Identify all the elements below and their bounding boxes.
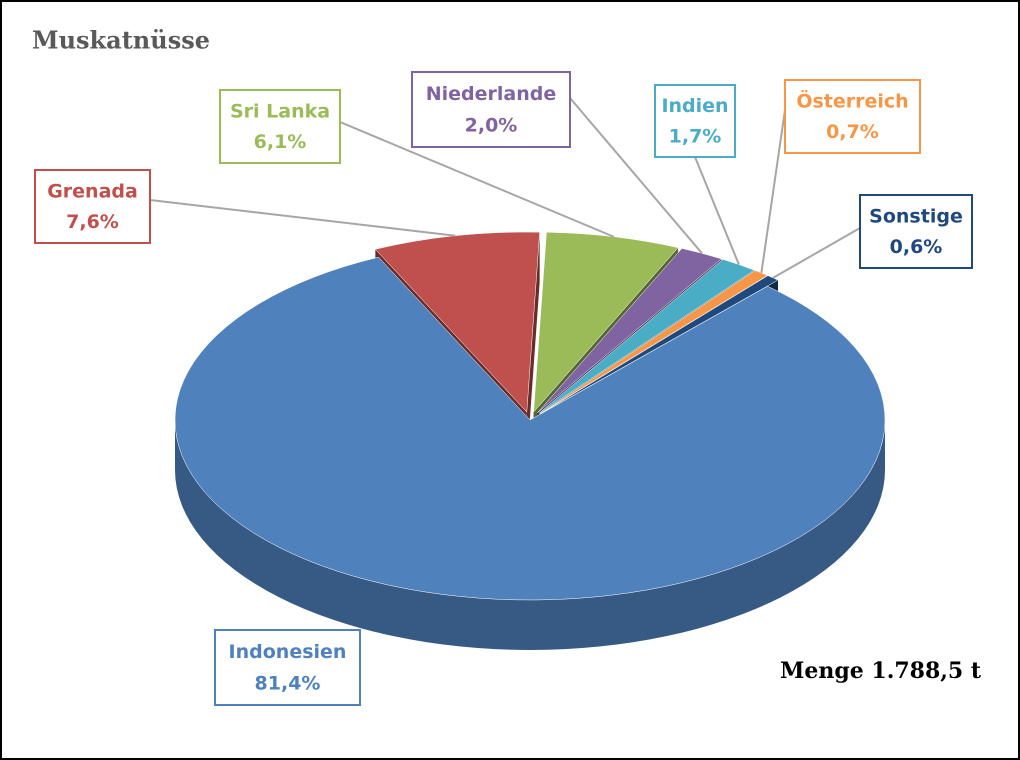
category-label: Niederlande [426, 83, 557, 105]
value-label: 7,6% [66, 211, 119, 233]
category-label: Sri Lanka [230, 100, 330, 122]
category-label: Österreich [796, 88, 908, 112]
category-label: Grenada [47, 180, 138, 202]
value-label: 81,4% [255, 673, 321, 695]
leader-line [760, 109, 786, 274]
category-label: Sonstige [869, 205, 963, 227]
slice-radial-wall [526, 232, 540, 463]
value-label: 2,0% [465, 115, 518, 137]
value-label: 6,1% [254, 131, 307, 153]
label-box [34, 169, 151, 244]
value-label: 0,7% [826, 121, 879, 143]
annotation: Menge 1.788,5 t [780, 658, 982, 684]
category-label: Indonesien [229, 641, 347, 663]
slice-side [175, 420, 885, 650]
leader-line [339, 121, 615, 238]
label-box [654, 84, 736, 158]
value-label: 1,7% [669, 125, 722, 147]
leader-line [569, 97, 703, 254]
pie-tops [174, 231, 886, 601]
slice [374, 231, 540, 413]
category-label: Indien [661, 95, 728, 117]
leader-line [149, 199, 456, 237]
label-box [411, 71, 571, 148]
value-label: 0,6% [890, 236, 943, 258]
label-box [214, 629, 361, 706]
label-box [784, 79, 921, 154]
slice [174, 256, 886, 601]
leader-line [694, 156, 740, 265]
label-box [219, 89, 341, 164]
chart-title: Muskatnüsse [32, 26, 210, 55]
label-box [859, 194, 973, 269]
labels: Indonesien 81,4% Grenada 7,6% Sri Lanka 6,1% N… [34, 71, 973, 706]
leader-line [772, 227, 861, 279]
slice [538, 259, 755, 414]
